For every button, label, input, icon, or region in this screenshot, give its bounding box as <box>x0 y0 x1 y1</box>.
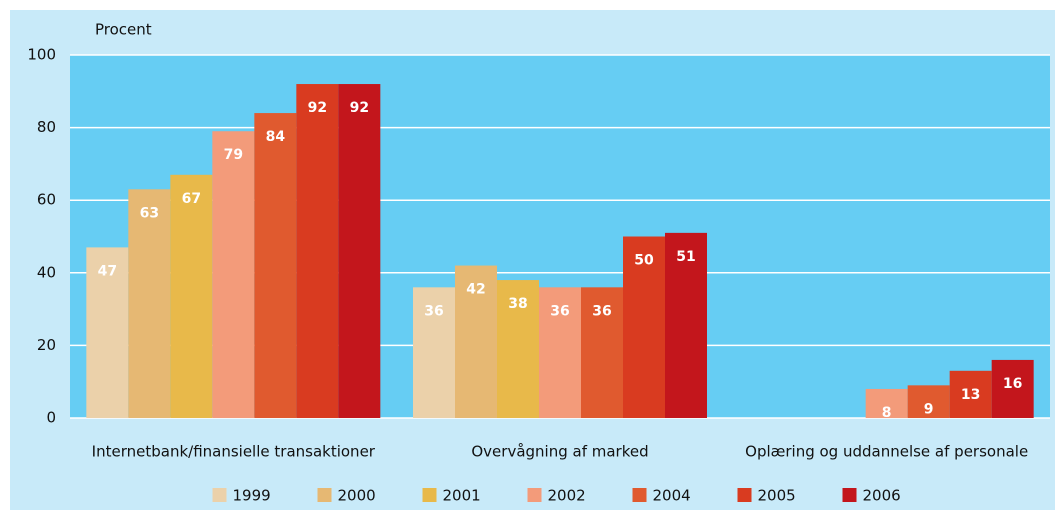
value-label: 9 <box>924 401 934 417</box>
y-tick-label: 80 <box>37 118 56 136</box>
bar <box>86 247 129 418</box>
bar <box>128 189 171 418</box>
legend-label: 2004 <box>653 487 691 505</box>
legend-label: 2006 <box>863 487 901 505</box>
legend-label: 2001 <box>443 487 481 505</box>
bar <box>455 265 497 418</box>
y-axis-label: Procent <box>95 21 152 39</box>
value-label: 38 <box>508 296 527 312</box>
bar <box>581 287 623 418</box>
bar <box>665 232 707 418</box>
bar <box>907 385 950 418</box>
legend-label: 2000 <box>338 487 376 505</box>
x-tick-label: Internetbank/finansielle transaktioner <box>92 443 376 461</box>
bar <box>623 236 665 418</box>
value-label: 36 <box>550 303 569 319</box>
bar <box>865 388 908 418</box>
bar <box>991 359 1034 418</box>
value-label: 84 <box>266 129 286 145</box>
legend-swatch <box>737 488 752 502</box>
value-label: 92 <box>308 100 327 116</box>
bar <box>338 84 381 418</box>
legend-swatch <box>632 488 647 502</box>
legend-swatch <box>422 488 437 502</box>
bar <box>296 84 339 418</box>
bar <box>212 131 255 419</box>
bar <box>170 174 213 418</box>
legend-swatch <box>527 488 542 502</box>
y-tick-label: 100 <box>27 46 56 64</box>
legend-label: 2002 <box>548 487 586 505</box>
y-tick-label: 0 <box>46 409 56 427</box>
y-tick-label: 40 <box>37 263 56 281</box>
bar <box>949 370 992 418</box>
bar <box>413 287 455 418</box>
value-label: 51 <box>676 249 695 265</box>
bar <box>254 113 297 418</box>
bar <box>497 280 539 418</box>
value-label: 36 <box>592 303 611 319</box>
x-tick-label: Oplæring og uddannelse af personale <box>745 443 1028 461</box>
value-label: 13 <box>961 387 980 403</box>
value-label: 92 <box>350 100 369 116</box>
value-label: 63 <box>140 205 159 221</box>
value-label: 16 <box>1003 376 1022 392</box>
value-label: 79 <box>224 147 243 163</box>
y-tick-label: 60 <box>37 191 56 209</box>
legend-label: 2005 <box>758 487 796 505</box>
legend-label: 1999 <box>233 487 271 505</box>
value-label: 50 <box>634 253 654 269</box>
bar <box>539 287 581 418</box>
legend-swatch <box>212 488 227 502</box>
value-label: 67 <box>182 191 201 207</box>
x-tick-label: Overvågning af marked <box>471 443 648 461</box>
legend-swatch <box>842 488 857 502</box>
value-label: 42 <box>466 282 485 298</box>
value-label: 36 <box>424 303 443 319</box>
legend-swatch <box>317 488 332 502</box>
value-label: 8 <box>882 405 892 421</box>
value-label: 47 <box>98 263 117 279</box>
y-tick-label: 20 <box>37 336 56 354</box>
